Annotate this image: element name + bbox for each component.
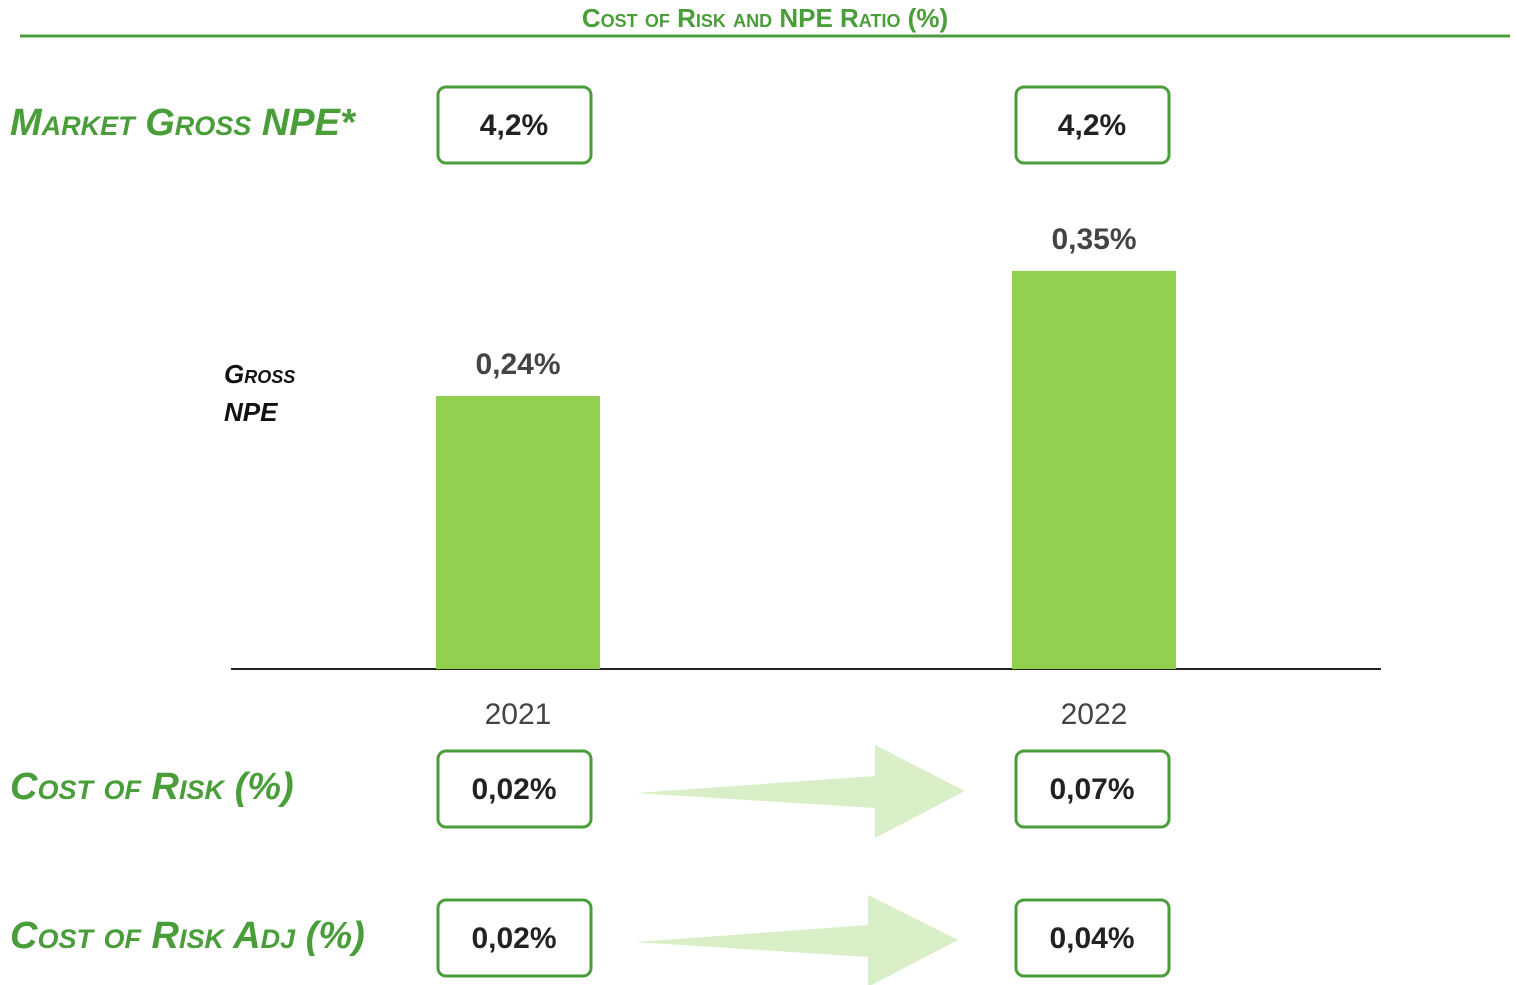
row-label: Cost of Risk (%): [10, 766, 294, 808]
value-label: 0,35%: [1051, 223, 1136, 256]
x-tick-label: 2022: [1061, 698, 1128, 731]
value-box: [436, 749, 593, 829]
box-value: 0,02%: [471, 922, 556, 955]
value-box: [1014, 898, 1171, 978]
arrow: [636, 745, 965, 838]
bar: [436, 396, 600, 669]
box-value: 4,2%: [1058, 109, 1126, 142]
value-box: [436, 85, 593, 165]
box-value: 0,07%: [1049, 773, 1134, 806]
y-axis-label: Gross: [224, 359, 295, 389]
box-value: 4,2%: [480, 109, 548, 142]
value-label: 0,24%: [475, 348, 560, 381]
row-label: Cost of Risk Adj (%): [10, 915, 365, 957]
chart-title: Cost of Risk and NPE Ratio (%): [582, 3, 948, 33]
value-box: [1014, 749, 1171, 829]
box-value: 0,02%: [471, 773, 556, 806]
value-box: [436, 898, 593, 978]
arrow: [636, 895, 958, 985]
value-box: [1014, 85, 1171, 165]
x-tick-label: 2021: [485, 698, 552, 731]
box-value: 0,04%: [1049, 922, 1134, 955]
y-axis-label: NPE: [224, 397, 278, 427]
bar: [1012, 270, 1176, 669]
row-label: Market Gross NPE*: [10, 102, 357, 144]
